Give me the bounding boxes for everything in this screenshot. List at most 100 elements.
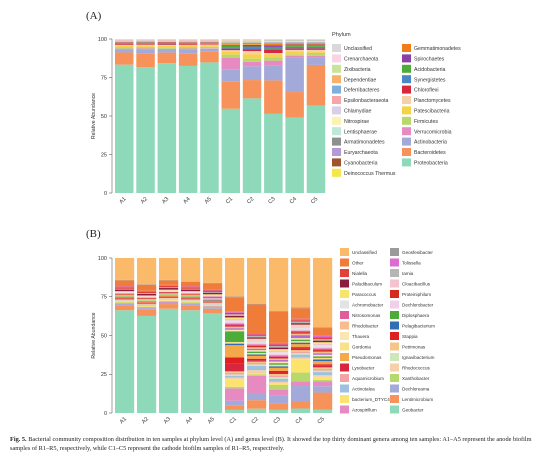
x-tick-label: C5 (310, 196, 319, 205)
bar-segment (225, 371, 245, 373)
bar-segment (291, 330, 311, 333)
bar-segment (225, 377, 245, 380)
bar-segment (291, 348, 311, 351)
bar-segment (269, 347, 289, 350)
bar-segment (242, 39, 262, 40)
bar-segment (225, 297, 245, 312)
legend-label: Epsilonbacteraeota (344, 98, 389, 104)
bar-segment (115, 304, 135, 306)
bar-segment (247, 360, 267, 362)
bar-segment (247, 341, 267, 343)
bar-segment (285, 44, 304, 46)
legend-item: Firmicutes (402, 116, 438, 125)
y-tick-label: 0 (104, 191, 107, 197)
bar-segment (137, 308, 157, 310)
bar-segment (225, 315, 245, 318)
legend-label: Tolissella (402, 261, 421, 266)
bar-segment (313, 386, 333, 393)
bar-segment (269, 383, 289, 385)
legend-swatch (340, 300, 349, 309)
bar-segment (115, 289, 135, 292)
bar-segment (285, 49, 304, 52)
bar-segment (203, 307, 223, 309)
legend-swatch (332, 127, 341, 136)
bar-segment (291, 359, 311, 373)
bar-segment (306, 57, 326, 65)
bar-segment (291, 318, 311, 321)
bar-segment (242, 58, 262, 62)
legend-swatch (340, 353, 349, 361)
bar-segment (285, 39, 304, 40)
bar-segment (225, 326, 245, 329)
bar-segment (225, 343, 245, 346)
y-axis-label: Relative Abundance (91, 93, 97, 139)
legend-label: Ignavibacterium (402, 355, 435, 360)
bar-segment (313, 375, 333, 377)
bar-segment (225, 323, 245, 326)
legend-label: Proteobacteria (414, 161, 448, 167)
legend-item: Proteobacteria (402, 158, 448, 167)
legend-item: Nitrosomonas (340, 311, 381, 319)
legend-label: Dechloreama (402, 387, 430, 392)
legend-item: Achromobacter (340, 300, 384, 309)
bar-segment (242, 44, 262, 47)
legend-swatch (332, 54, 341, 63)
bar-segment (181, 302, 201, 304)
bar-segment (291, 324, 311, 327)
legend-label: Deinococcus Thermus (344, 171, 396, 177)
bar-segment (221, 50, 240, 52)
bar-segment (136, 67, 155, 193)
bar-segment (137, 295, 157, 297)
bar-segment (269, 384, 289, 390)
bar-segment (200, 44, 219, 46)
legend-label: Lentisphaerae (344, 129, 377, 135)
legend-swatch (390, 342, 399, 351)
legend-swatch (390, 332, 399, 340)
bar-segment (136, 45, 155, 47)
legend-item: Acidobacteria (402, 64, 446, 73)
bar-segment (269, 366, 289, 368)
legend-label: Unclassified (344, 46, 372, 52)
bar-segment (291, 339, 311, 342)
bar-segment (313, 327, 333, 329)
bar-segment (291, 323, 311, 325)
bar-segment (306, 49, 326, 52)
legend-item: Paludibaculum (340, 279, 382, 288)
bar-segment (247, 348, 267, 351)
bar-segment (221, 47, 240, 49)
legend-label: Azospirillum (352, 408, 377, 413)
bar-segment (159, 287, 179, 289)
bar-segment (178, 45, 198, 48)
bar-segment (285, 43, 304, 45)
bar-segment (247, 373, 267, 375)
legend-item: Dependentiae (332, 75, 376, 83)
bar-segment (115, 288, 135, 290)
bar-segment (115, 297, 135, 299)
bar-segment (137, 306, 157, 308)
bar-segment (313, 342, 333, 344)
legend-item: Stappia (390, 332, 418, 340)
x-tick-label: A3 (163, 416, 172, 425)
legend-item: Diplosphaera (390, 311, 430, 319)
legend-item: Rhodococcus (390, 363, 431, 372)
bar-segment (242, 61, 262, 67)
bar-segment (313, 372, 333, 376)
legend-item: Actinobacteria (402, 137, 447, 146)
legend-label: Firmicutes (414, 119, 438, 125)
legend-label: Geobacter (402, 408, 424, 413)
bar-segment (159, 284, 179, 286)
legend-swatch (340, 311, 349, 319)
bar-segment (269, 352, 289, 354)
bar-segment (157, 63, 177, 193)
legend-item: Gemmatimonadetes (402, 44, 461, 52)
legend-swatch (332, 85, 341, 94)
bar-segment (264, 48, 283, 50)
legend-label: Lysobacter (352, 366, 375, 371)
bar-segment (200, 51, 219, 63)
legend-label: Paracoccus (352, 292, 377, 297)
bar-segment (291, 408, 311, 413)
bar-segment (225, 342, 245, 344)
legend-swatch (402, 116, 411, 125)
y-tick-label: 25 (101, 372, 107, 378)
legend-swatch (402, 96, 411, 104)
